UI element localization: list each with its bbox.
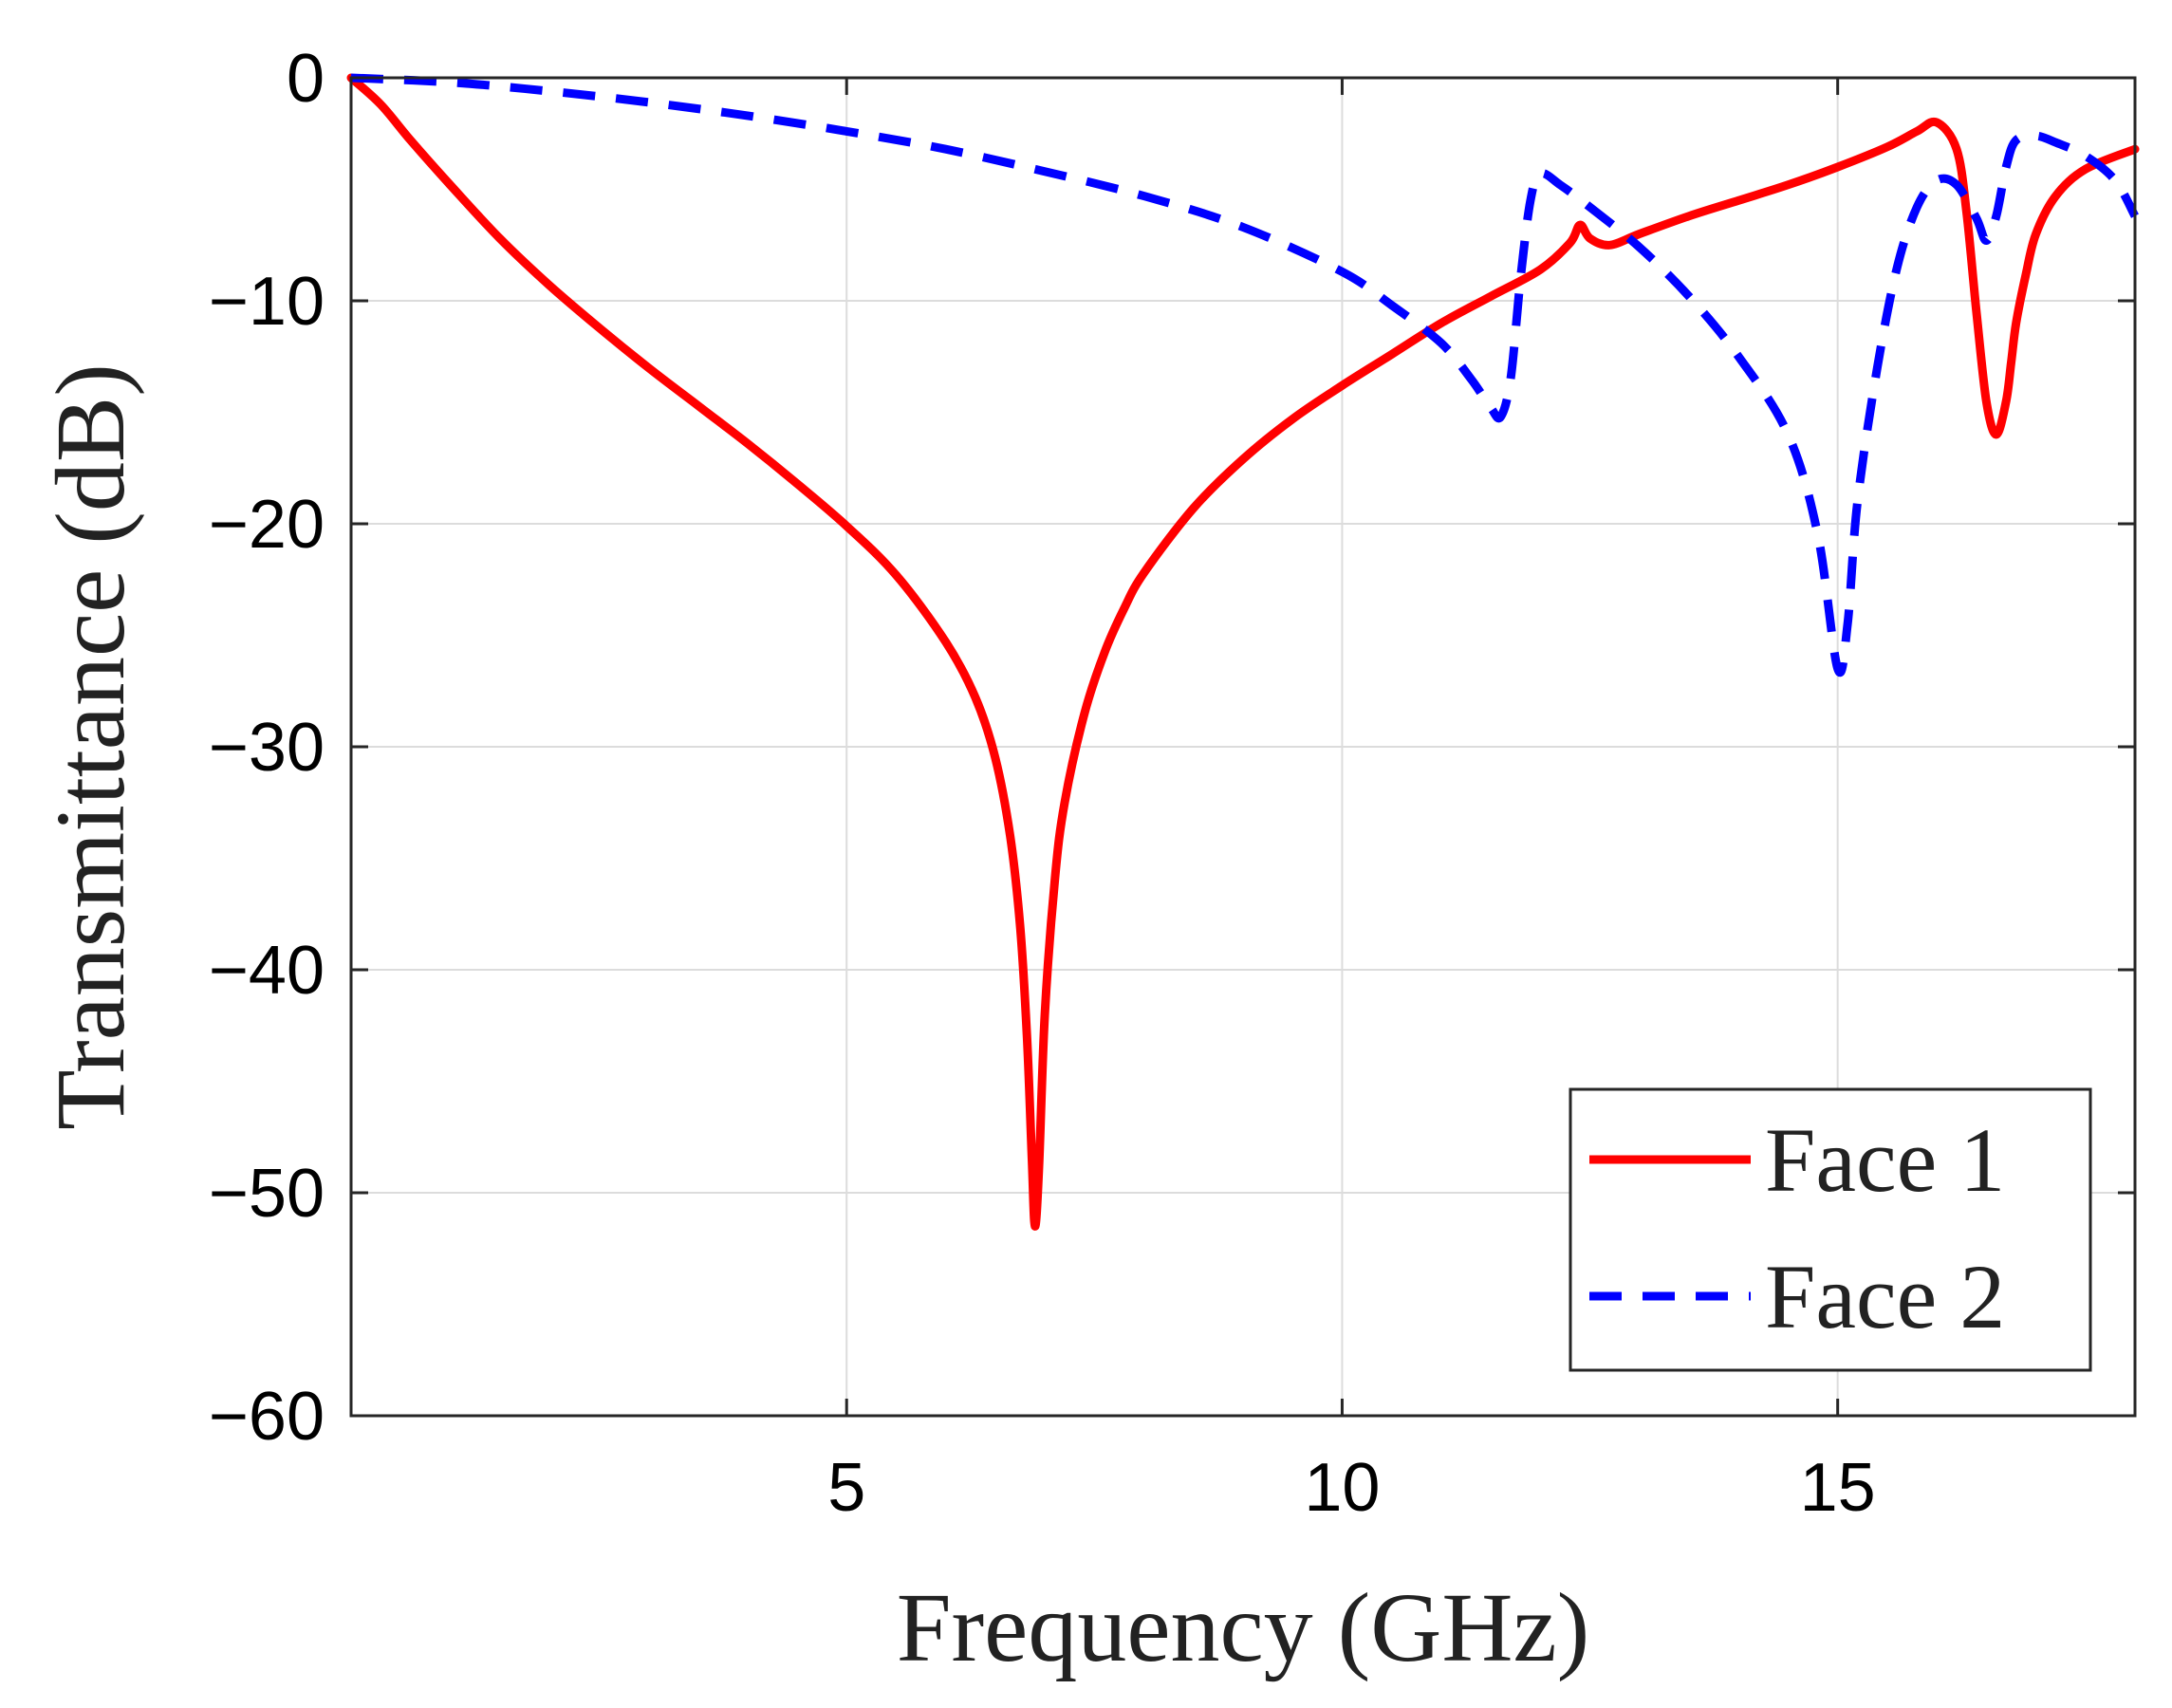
x-tick-label: 10 — [1304, 1450, 1380, 1526]
y-tick-label: −20 — [209, 487, 325, 563]
series-line-face-2 — [350, 73, 2139, 678]
series-line-face-1 — [346, 73, 2140, 1231]
y-tick-label: −50 — [209, 1156, 325, 1232]
legend: Face 1 Face 2 — [1569, 1087, 2092, 1372]
axis-ticks — [351, 76, 2135, 1418]
tick-labels: 5 10 15 0 −10 −20 −30 −40 −50 −60 — [209, 41, 1876, 1526]
y-axis-label: Transmittance (dB) — [36, 363, 145, 1130]
y-tick-label: −10 — [209, 264, 325, 340]
y-tick-label: −30 — [209, 710, 325, 786]
legend-label-face-1: Face 1 — [1765, 1109, 2005, 1211]
x-tick-label: 15 — [1800, 1450, 1876, 1526]
y-tick-label: −40 — [209, 933, 325, 1009]
x-tick-label: 5 — [827, 1450, 865, 1526]
legend-label-face-2: Face 2 — [1765, 1246, 2005, 1347]
legend-box — [1569, 1087, 2092, 1372]
y-tick-label: −60 — [209, 1379, 325, 1455]
y-tick-label: 0 — [287, 41, 325, 117]
x-axis-label: Frequency (GHz) — [897, 1573, 1590, 1682]
series-layer — [346, 73, 2140, 1231]
